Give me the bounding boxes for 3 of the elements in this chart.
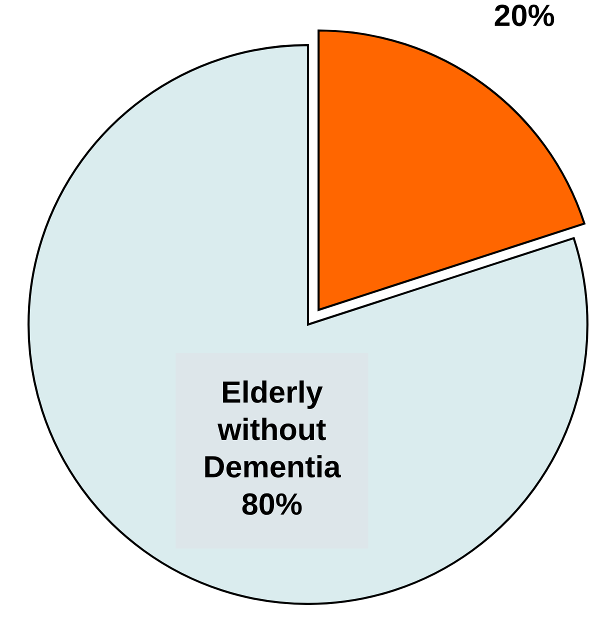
data-label: 20%: [494, 4, 554, 26]
data-label: 80%: [242, 493, 302, 515]
slice-label: Elderly without Dementia: [205, 380, 341, 478]
